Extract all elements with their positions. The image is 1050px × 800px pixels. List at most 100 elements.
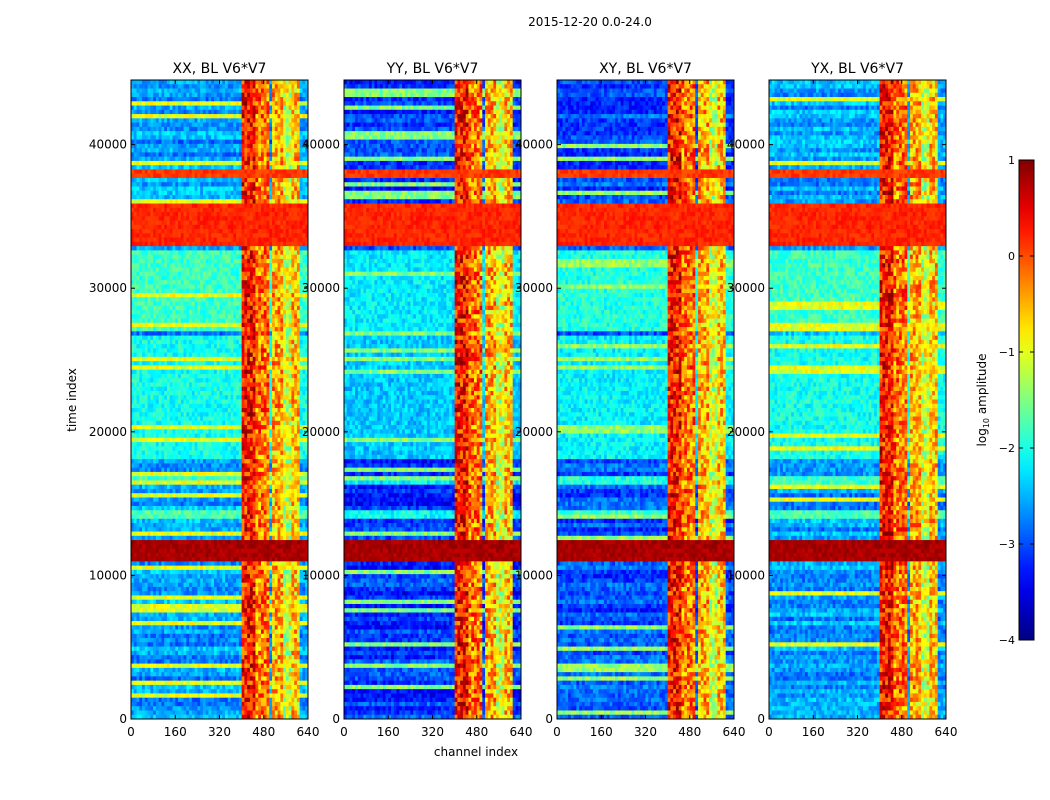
heatmap-cell: [213, 186, 218, 192]
heatmap-cell: [183, 190, 187, 196]
heatmap-cell: [136, 233, 140, 239]
heatmap-cell: [194, 152, 198, 158]
heatmap-cell: [236, 109, 240, 115]
heatmap-cell: [299, 314, 304, 320]
heatmap-cell: [194, 382, 198, 388]
heatmap-cell: [272, 310, 276, 315]
heatmap-cell: [244, 288, 248, 294]
heatmap-cell: [241, 84, 245, 90]
heatmap-cell: [238, 182, 243, 188]
heatmap-cell: [208, 173, 212, 179]
heatmap-cell: [255, 84, 259, 90]
heatmap-cell: [222, 84, 226, 90]
heatmap-cell: [272, 390, 276, 396]
heatmap-cell: [241, 118, 245, 124]
heatmap-cell: [280, 177, 284, 183]
heatmap-cell: [191, 92, 196, 98]
heatmap-cell: [197, 378, 201, 384]
heatmap-cell: [260, 335, 265, 341]
heatmap-cell: [249, 395, 254, 401]
heatmap-cell: [274, 403, 279, 409]
heatmap-cell: [225, 182, 229, 188]
heatmap-cell: [147, 109, 151, 115]
heatmap-cell: [133, 186, 138, 192]
heatmap-cell: [211, 237, 215, 243]
heatmap-cell: [255, 203, 259, 209]
heatmap-cell: [180, 246, 185, 251]
heatmap-cell: [247, 356, 251, 362]
heatmap-cell: [139, 305, 143, 311]
heatmap-cell: [161, 229, 165, 234]
heatmap-cell: [252, 378, 257, 384]
heatmap-cell: [296, 246, 301, 251]
heatmap-cell: [258, 403, 262, 409]
heatmap-cell: [241, 399, 245, 405]
heatmap-cell: [155, 233, 160, 239]
heatmap-cell: [285, 156, 290, 162]
heatmap-cell: [166, 365, 171, 371]
heatmap-cell: [233, 186, 237, 192]
heatmap-cell: [266, 310, 270, 315]
heatmap-cell: [219, 408, 223, 413]
heatmap-cell: [191, 246, 196, 251]
heatmap-cell: [164, 275, 168, 281]
heatmap-cell: [288, 216, 293, 222]
heatmap-cell: [150, 105, 154, 111]
heatmap-cell: [213, 378, 218, 384]
heatmap-cell: [150, 331, 154, 337]
heatmap-cell: [236, 224, 240, 230]
heatmap-cell: [175, 92, 179, 98]
heatmap-cell: [189, 369, 193, 375]
heatmap-cell: [285, 241, 290, 247]
heatmap-cell: [164, 135, 168, 141]
heatmap-cell: [139, 182, 143, 188]
heatmap-cell: [236, 297, 240, 303]
heatmap-cell: [272, 288, 276, 294]
heatmap-cell: [288, 356, 293, 362]
heatmap-cell: [222, 361, 226, 367]
heatmap-cell: [269, 339, 273, 345]
heatmap-cell: [227, 331, 232, 337]
heatmap-cell: [238, 143, 243, 149]
heatmap-cell: [136, 122, 140, 128]
heatmap-cell: [272, 280, 276, 286]
heatmap-cell: [189, 182, 193, 188]
heatmap-cell: [166, 109, 171, 115]
heatmap-cell: [272, 160, 276, 166]
heatmap-cell: [172, 373, 176, 379]
heatmap-cell: [131, 318, 135, 324]
heatmap-cell: [191, 160, 196, 166]
heatmap-cell: [205, 403, 210, 409]
heatmap-cell: [241, 369, 245, 375]
heatmap-cell: [155, 101, 160, 107]
heatmap-cell: [296, 352, 301, 358]
heatmap-cell: [136, 199, 140, 205]
heatmap-cell: [208, 169, 212, 175]
heatmap-cell: [277, 322, 281, 328]
heatmap-cell: [136, 190, 140, 196]
heatmap-cell: [211, 246, 215, 251]
heatmap-cell: [255, 105, 259, 111]
heatmap-cell: [197, 199, 201, 205]
heatmap-cell: [280, 139, 284, 145]
heatmap-cell: [244, 101, 248, 107]
heatmap-cell: [183, 148, 187, 154]
heatmap-cell: [227, 237, 232, 243]
heatmap-cell: [263, 310, 268, 315]
heatmap-cell: [197, 177, 201, 183]
heatmap-cell: [230, 250, 234, 256]
heatmap-cell: [155, 229, 160, 234]
heatmap-cell: [169, 220, 174, 226]
heatmap-cell: [202, 275, 207, 281]
heatmap-cell: [139, 203, 143, 209]
heatmap-cell: [241, 288, 245, 294]
heatmap-cell: [172, 352, 176, 358]
heatmap-cell: [155, 237, 160, 243]
heatmap-cell: [197, 344, 201, 349]
heatmap-cell: [274, 109, 279, 115]
heatmap-cell: [147, 267, 151, 273]
heatmap-cell: [260, 169, 265, 175]
heatmap-cell: [280, 408, 284, 413]
heatmap-cell: [197, 139, 201, 145]
heatmap-cell: [197, 80, 201, 85]
